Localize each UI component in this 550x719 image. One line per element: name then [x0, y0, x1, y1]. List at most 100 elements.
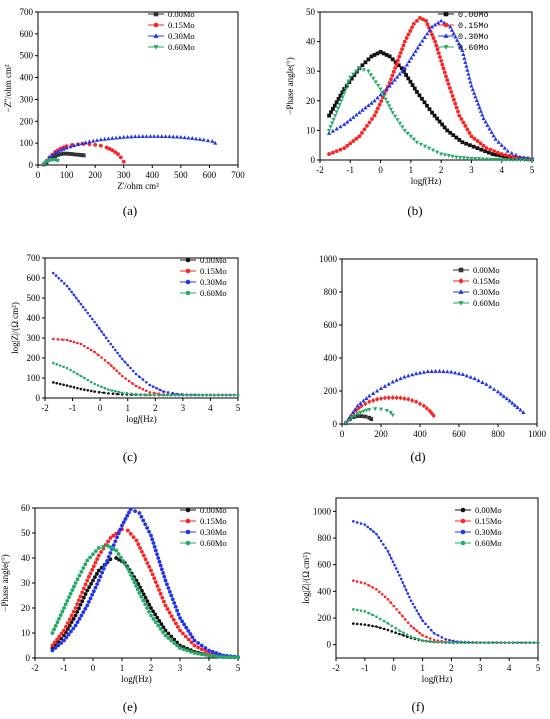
- data-point: [90, 592, 95, 597]
- plot-frame: [335, 497, 539, 659]
- data-point: [453, 370, 458, 375]
- data-point: [56, 338, 60, 341]
- x-axis-label-part: f: [433, 674, 437, 684]
- data-point: [83, 582, 88, 587]
- data-point: [103, 358, 107, 362]
- data-point: [134, 583, 138, 588]
- data-point: [50, 643, 55, 648]
- data-point: [340, 90, 345, 95]
- legend-marker: [443, 22, 449, 28]
- data-point: [440, 122, 445, 127]
- x-tick-label: 2: [449, 663, 454, 673]
- data-point: [405, 131, 410, 136]
- data-point: [481, 143, 486, 148]
- data-point: [89, 348, 93, 352]
- data-point: [421, 619, 424, 622]
- data-point: [440, 641, 444, 644]
- data-point: [452, 97, 456, 102]
- x-tick-label: 0: [378, 165, 383, 175]
- data-point: [402, 396, 407, 402]
- data-point: [158, 626, 163, 631]
- data-point: [169, 393, 173, 397]
- data-point: [333, 114, 338, 118]
- data-point: [143, 522, 148, 527]
- data-point: [124, 377, 127, 380]
- data-point: [61, 338, 64, 341]
- data-point: [395, 74, 400, 79]
- data-point: [51, 271, 55, 275]
- data-point: [97, 390, 101, 394]
- data-point: [458, 44, 463, 49]
- x-tick-label: 3: [478, 663, 483, 673]
- data-point: [334, 110, 339, 115]
- data-point: [386, 598, 390, 601]
- data-point: [166, 391, 170, 394]
- data-point: [401, 614, 404, 618]
- data-point: [69, 339, 72, 343]
- data-point: [401, 43, 406, 48]
- data-point: [468, 79, 473, 84]
- data-point: [474, 98, 479, 102]
- data-point: [127, 569, 132, 574]
- data-point: [196, 641, 201, 645]
- data-point: [375, 532, 378, 536]
- data-point: [353, 407, 358, 411]
- data-point: [173, 604, 178, 609]
- x-tick-label: 400: [146, 170, 160, 180]
- data-point: [516, 641, 519, 644]
- legend-marker: [185, 518, 191, 524]
- data-point: [411, 21, 416, 26]
- y-tick-label: 800: [324, 287, 338, 297]
- x-tick-label: 1: [420, 663, 425, 673]
- data-point: [96, 578, 101, 583]
- data-point: [197, 393, 200, 397]
- data-point: [139, 514, 144, 519]
- data-point: [417, 401, 423, 407]
- data-point: [183, 634, 188, 639]
- x-tick-label: 1000: [528, 429, 547, 439]
- data-point: [80, 599, 85, 604]
- data-point: [149, 613, 153, 618]
- data-point: [499, 142, 504, 147]
- x-tick-label: 500: [174, 170, 188, 180]
- data-point: [141, 518, 146, 523]
- data-point: [65, 284, 69, 288]
- data-point: [354, 112, 359, 117]
- data-point: [87, 139, 92, 144]
- data-point: [406, 76, 411, 81]
- x-tick-label: 800: [491, 429, 505, 439]
- data-point: [387, 54, 392, 59]
- data-point: [390, 379, 395, 384]
- data-point: [378, 92, 383, 97]
- legend-label: 0.60Mo: [200, 288, 227, 298]
- y-tick-label: 0: [26, 653, 31, 663]
- data-point: [76, 152, 80, 157]
- data-point: [404, 73, 408, 77]
- data-point: [148, 391, 152, 394]
- data-point: [371, 76, 376, 81]
- legend-label: 0.15Mo: [200, 516, 227, 526]
- data-point: [161, 625, 166, 630]
- data-point: [186, 135, 191, 140]
- data-point: [419, 616, 422, 619]
- data-point: [398, 629, 401, 632]
- data-point: [89, 581, 93, 586]
- data-point: [145, 526, 150, 530]
- plot-frame: [319, 11, 533, 161]
- data-point: [501, 394, 506, 398]
- legend-marker: [185, 279, 191, 285]
- data-point: [417, 637, 421, 641]
- data-point: [402, 374, 407, 379]
- data-point: [62, 365, 65, 369]
- data-point: [395, 118, 400, 123]
- data-point: [113, 150, 118, 155]
- data-point: [461, 156, 466, 161]
- data-point: [120, 357, 124, 361]
- data-point: [160, 595, 165, 600]
- y-tick-label: 200: [27, 353, 41, 363]
- x-tick-label: -2: [332, 663, 340, 673]
- data-point: [400, 47, 404, 52]
- data-point: [236, 393, 240, 397]
- data-point: [398, 51, 403, 55]
- data-point: [62, 638, 66, 643]
